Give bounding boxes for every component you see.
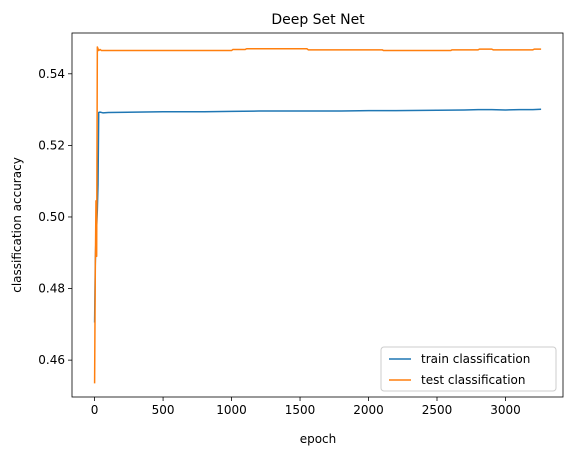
y-tick-label: 0.48 <box>38 282 65 296</box>
y-tick-label: 0.52 <box>38 138 65 152</box>
y-tick-label: 0.50 <box>38 210 65 224</box>
plot-frame <box>71 32 564 398</box>
y-axis: 0.46 0.48 0.50 0.52 0.54 <box>38 67 72 367</box>
chart-title: Deep Set Net <box>271 12 365 28</box>
y-axis-label: classification accuracy <box>10 157 24 293</box>
y-tick-label: 0.54 <box>38 67 65 81</box>
legend-label: train classification <box>421 352 530 366</box>
legend-label: test classification <box>421 373 525 387</box>
x-tick-label: 3000 <box>490 403 521 417</box>
legend-box <box>380 346 557 392</box>
x-tick-label: 0 <box>91 403 99 417</box>
x-tick-label: 1000 <box>216 403 247 417</box>
x-tick-label: 2000 <box>353 403 384 417</box>
x-axis-label: epoch <box>300 432 337 446</box>
x-axis: 0 500 1000 1500 2000 2500 3000 <box>91 397 521 417</box>
legend: train classification test classification <box>380 346 557 392</box>
y-tick-label: 0.46 <box>38 353 65 367</box>
plot-lines <box>93 46 542 384</box>
x-tick-label: 500 <box>152 403 175 417</box>
x-tick-label: 1500 <box>285 403 316 417</box>
x-tick-label: 2500 <box>422 403 453 417</box>
series-line-0 <box>93 108 542 323</box>
series-line-1 <box>93 46 542 384</box>
